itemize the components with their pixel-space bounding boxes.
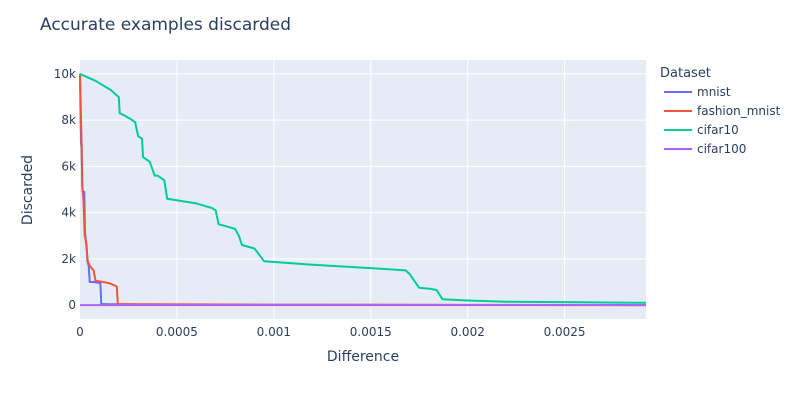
series-layer: [79, 72, 647, 307]
legend-item-fashion-mnist[interactable]: fashion_mnist: [664, 104, 781, 118]
y-tick-label: 8k: [61, 113, 76, 127]
x-axis-label: Difference: [327, 349, 399, 365]
legend-label: mnist: [697, 85, 731, 99]
legend-label: fashion_mnist: [697, 104, 781, 118]
legend-label: cifar100: [697, 142, 746, 156]
x-tick-label: 0: [76, 325, 84, 339]
x-tick-label: 0.0015: [350, 325, 392, 339]
x-tick-label: 0.0025: [544, 325, 586, 339]
y-tick-label: 2k: [61, 252, 76, 266]
y-tick-label: 0: [68, 298, 76, 312]
tick-labels: 0 0.0005 0.001 0.0015 0.002 0.0025 0 2k 4k 6k 8k 10…: [54, 67, 586, 339]
y-tick-label: 4k: [61, 206, 76, 220]
legend-item-cifar100[interactable]: cifar100: [664, 142, 746, 156]
x-tick-label: 0.001: [257, 325, 291, 339]
series-line-cifar10: [79, 72, 647, 304]
legend-title: Dataset: [660, 66, 711, 81]
legend: Dataset mnist fashion_mnist cifar10 cifar10…: [660, 66, 781, 156]
legend-label: cifar10: [697, 123, 739, 137]
y-tick-label: 6k: [61, 159, 76, 173]
legend-item-mnist[interactable]: mnist: [664, 85, 731, 99]
y-tick-label: 10k: [54, 67, 76, 81]
chart-title: Accurate examples discarded: [40, 15, 291, 35]
legend-item-cifar10[interactable]: cifar10: [664, 123, 739, 137]
legend-items: mnist fashion_mnist cifar10 cifar100: [664, 85, 781, 156]
y-axis-label: Discarded: [20, 155, 36, 225]
x-tick-label: 0.002: [450, 325, 484, 339]
x-tick-label: 0.0005: [156, 325, 198, 339]
plot-background: [80, 60, 646, 319]
